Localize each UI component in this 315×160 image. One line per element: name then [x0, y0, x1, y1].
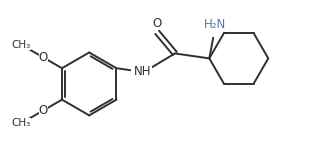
- Text: NH: NH: [134, 65, 152, 78]
- Text: H₂N: H₂N: [204, 18, 226, 31]
- Text: CH₃: CH₃: [12, 40, 31, 50]
- Text: O: O: [39, 51, 48, 64]
- Text: O: O: [152, 17, 162, 30]
- Text: CH₃: CH₃: [12, 118, 31, 128]
- Text: O: O: [39, 104, 48, 117]
